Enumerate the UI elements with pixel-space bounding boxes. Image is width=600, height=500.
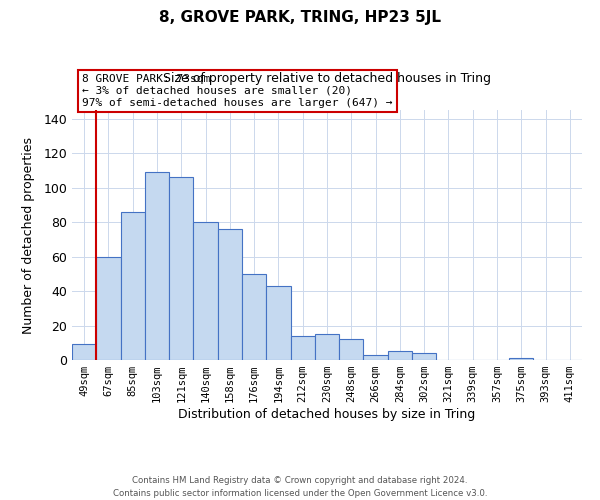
Bar [509,358,533,360]
Y-axis label: Number of detached properties: Number of detached properties [22,136,35,334]
Bar [193,222,218,360]
Bar [266,286,290,360]
Bar [72,344,96,360]
Text: 8, GROVE PARK, TRING, HP23 5JL: 8, GROVE PARK, TRING, HP23 5JL [159,10,441,25]
Bar [145,172,169,360]
Bar [242,274,266,360]
X-axis label: Distribution of detached houses by size in Tring: Distribution of detached houses by size … [178,408,476,421]
Bar [364,355,388,360]
Bar [290,336,315,360]
Bar [388,352,412,360]
Bar [96,256,121,360]
Bar [169,177,193,360]
Bar [315,334,339,360]
Bar [218,229,242,360]
Text: Contains HM Land Registry data © Crown copyright and database right 2024.
Contai: Contains HM Land Registry data © Crown c… [113,476,487,498]
Bar [412,353,436,360]
Title: Size of property relative to detached houses in Tring: Size of property relative to detached ho… [163,72,491,85]
Text: 8 GROVE PARK: 73sqm
← 3% of detached houses are smaller (20)
97% of semi-detache: 8 GROVE PARK: 73sqm ← 3% of detached hou… [82,74,392,108]
Bar [121,212,145,360]
Bar [339,340,364,360]
